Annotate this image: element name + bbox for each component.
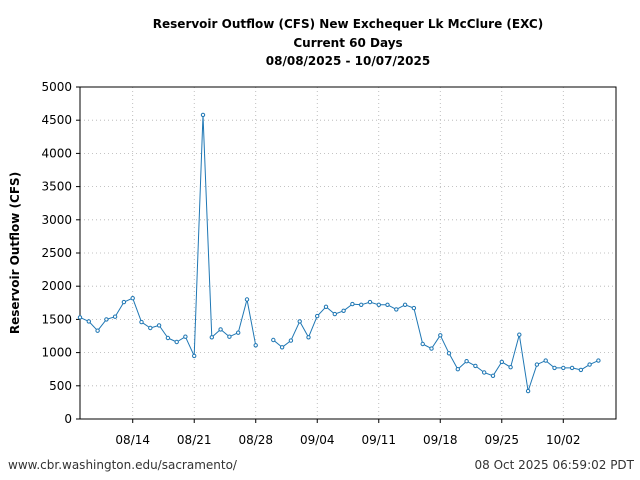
data-point	[341, 308, 346, 313]
x-tick-label: 08/14	[115, 433, 150, 447]
data-point	[165, 335, 171, 341]
data-point	[297, 319, 302, 324]
data-point	[385, 302, 390, 307]
chart-title: Reservoir Outflow (CFS) New Exchequer Lk…	[153, 17, 543, 68]
y-axis: 0 500 1000 1500 2000 2500 3000 3500 4000 4500 5000	[41, 80, 80, 426]
data-point	[315, 313, 320, 319]
x-tick-label: 08/28	[238, 433, 273, 447]
data-point	[183, 334, 188, 339]
y-tick-label: 3500	[41, 180, 72, 194]
y-tick-label: 2000	[41, 279, 72, 293]
data-point	[323, 304, 329, 309]
data-point	[130, 296, 135, 301]
data-point	[446, 351, 452, 356]
source-url[interactable]: www.cbr.washington.edu/sacramento/	[8, 458, 237, 472]
x-tick-label: 09/25	[484, 433, 519, 447]
data-point	[525, 388, 531, 394]
data-point	[473, 363, 478, 369]
series-line-segment	[272, 301, 599, 392]
data-point	[209, 335, 215, 340]
data-point	[552, 365, 557, 371]
data-point	[218, 327, 223, 332]
data-point	[148, 325, 153, 331]
data-point	[420, 341, 425, 347]
data-point	[490, 373, 496, 378]
data-point	[332, 311, 337, 317]
x-tick-label: 10/02	[546, 433, 581, 447]
data-point	[394, 307, 399, 312]
grid	[80, 86, 616, 420]
data-point	[253, 343, 258, 348]
y-tick-label: 4500	[41, 113, 72, 127]
y-tick-label: 5000	[41, 80, 72, 94]
generated-timestamp: 08 Oct 2025 06:59:02 PDT	[474, 458, 634, 472]
data-point	[429, 346, 434, 351]
data-point	[561, 365, 566, 371]
data-point	[517, 332, 522, 337]
chart-title-line-3: 08/08/2025 - 10/07/2025	[266, 54, 430, 68]
data-point	[104, 317, 109, 322]
data-point	[455, 367, 460, 372]
data-point	[499, 359, 504, 365]
data-point	[86, 319, 92, 324]
data-point	[464, 359, 469, 364]
data-point	[288, 338, 294, 343]
data-point	[482, 370, 487, 375]
chart-title-line-2: Current 60 Days	[293, 36, 402, 50]
x-tick-label: 09/18	[423, 433, 458, 447]
data-point	[306, 335, 311, 340]
data-point	[534, 362, 540, 367]
data-point	[192, 353, 197, 359]
y-axis-label: Reservoir Outflow (CFS)	[8, 172, 22, 334]
y-tick-label: 500	[49, 379, 72, 393]
data-point	[121, 299, 127, 305]
x-tick-label: 09/04	[300, 433, 335, 447]
series-outflow	[77, 112, 601, 394]
data-point	[174, 339, 179, 345]
x-tick-label: 08/21	[177, 433, 212, 447]
data-point	[244, 297, 250, 302]
data-point	[587, 362, 592, 367]
data-point	[596, 358, 601, 363]
data-point	[367, 299, 373, 305]
data-point	[271, 337, 276, 343]
data-point	[139, 319, 144, 325]
data-point	[200, 112, 206, 118]
x-axis: 08/14 08/21 08/28 09/04 09/11 09/18 09/25 10/02	[115, 419, 581, 447]
data-point	[236, 330, 241, 335]
data-point	[578, 367, 584, 373]
data-point	[279, 345, 285, 350]
data-point	[508, 365, 513, 370]
data-point	[95, 328, 100, 333]
data-point	[376, 302, 381, 307]
data-point	[438, 333, 443, 338]
data-point	[156, 323, 162, 328]
y-tick-label: 4000	[41, 146, 72, 160]
data-point	[112, 314, 118, 319]
data-point	[402, 302, 408, 307]
y-tick-label: 3000	[41, 213, 72, 227]
chart-title-line-1: Reservoir Outflow (CFS) New Exchequer Lk…	[153, 17, 543, 31]
y-tick-label: 2500	[41, 246, 72, 260]
data-point	[411, 305, 417, 311]
data-point	[359, 302, 364, 307]
data-point	[350, 301, 355, 307]
y-tick-label: 1500	[41, 312, 72, 326]
data-point	[227, 334, 232, 339]
y-tick-label: 0	[64, 412, 72, 426]
y-tick-label: 1000	[41, 346, 72, 360]
data-point	[77, 315, 83, 320]
data-point	[543, 358, 548, 363]
data-point	[569, 365, 575, 371]
x-tick-label: 09/11	[361, 433, 396, 447]
